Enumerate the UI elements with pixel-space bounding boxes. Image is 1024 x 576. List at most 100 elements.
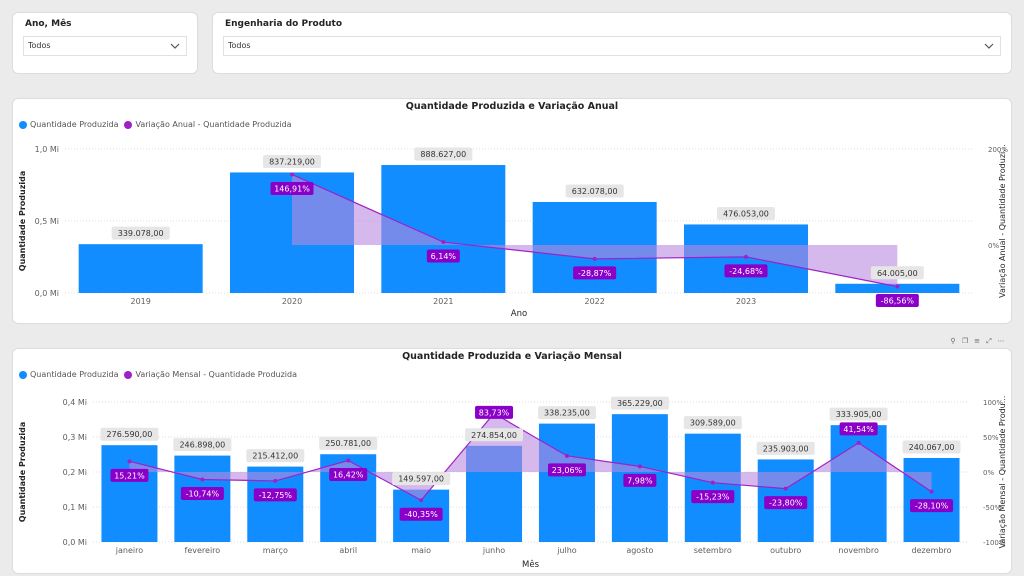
legend-label: Variação Mensal - Quantidade Produzida [135, 370, 297, 379]
line-point-maio[interactable] [419, 498, 424, 503]
slicer-engenharia-dropdown[interactable]: Todos [223, 36, 1001, 56]
line-point-2024[interactable] [895, 284, 900, 289]
bar-data-label-bg [173, 438, 232, 452]
y2-tick-label: 50% [983, 434, 999, 442]
x-tick-label: março [263, 546, 288, 555]
legend-dot-line [124, 370, 133, 379]
bar-julho[interactable] [538, 423, 595, 542]
slicer-engenharia-title: Engenharia do Produto [225, 19, 343, 29]
y2-tick-label: 100% [983, 399, 1003, 407]
bar-data-label-bg [263, 154, 321, 168]
line-data-label-bg [180, 487, 224, 501]
more-options-icon[interactable]: ⋯ [997, 337, 1005, 345]
line-data-label: -10,74% [186, 490, 220, 499]
chevron-down-icon [984, 43, 994, 49]
line-data-label-bg [910, 499, 954, 513]
chevron-down-icon [170, 43, 180, 49]
x-tick-label: abril [339, 546, 357, 555]
line-point-setembro[interactable] [710, 480, 715, 485]
line-point-abril[interactable] [346, 458, 351, 463]
slicer-ano-mes-title: Ano, Mês [25, 19, 72, 29]
bar-data-label: 274.854,00 [471, 431, 517, 440]
line-point-2021[interactable] [441, 240, 446, 245]
y2-axis-title: Variação Mensal - Quantidade Produ... [998, 396, 1007, 549]
line-data-label: -23,80% [769, 499, 803, 508]
legend-label: Quantidade Produzida [30, 120, 119, 129]
y2-tick-label: -50% [983, 504, 1001, 512]
line-data-label: 41,54% [843, 425, 874, 434]
line-point-outubro[interactable] [783, 486, 788, 491]
line-data-label: 7,98% [627, 476, 653, 485]
copy-icon[interactable]: ❐ [961, 337, 969, 345]
bar-setembro[interactable] [684, 433, 741, 542]
y-tick-label: 0,5 Mi [35, 217, 59, 226]
bar-2019[interactable] [78, 244, 203, 293]
bar-data-label: 235.903,00 [763, 444, 809, 453]
y2-tick-label: 0% [983, 469, 994, 477]
line-data-label-bg [573, 266, 617, 280]
bar-data-label: 276.590,00 [107, 430, 153, 439]
line-point-janeiro[interactable] [127, 459, 132, 464]
chart-legend: Quantidade Produzida Variação Mensal - Q… [19, 370, 303, 379]
line-point-2023[interactable] [744, 254, 748, 259]
line-data-label-bg [623, 473, 657, 487]
line-data-label: 23,06% [552, 466, 583, 475]
chart-title: Quantidade Produzida e Variação Anual [405, 101, 619, 112]
bar-data-label: 339.078,00 [118, 229, 164, 238]
x-tick-label: dezembro [912, 546, 952, 555]
line-data-label-bg [110, 468, 149, 482]
variation-area [292, 174, 898, 287]
bar-data-label-bg [392, 472, 451, 486]
line-point-novembro[interactable] [856, 440, 861, 445]
focus-mode-icon[interactable]: ⤢ [986, 337, 992, 345]
bar-data-label: 309.589,00 [690, 419, 736, 428]
x-tick-label: agosto [626, 546, 653, 555]
legend-item-bar[interactable]: Quantidade Produzida [19, 120, 118, 129]
line-point-dezembro[interactable] [929, 489, 934, 494]
line-point-agosto[interactable] [637, 464, 642, 469]
chart-card-anual[interactable]: Quantidade Produzida e Variação Anual Qu… [12, 98, 1012, 324]
line-data-label: 83,73% [479, 408, 510, 417]
legend-label: Variação Anual - Quantidade Produzida [135, 120, 292, 129]
chart-card-mensal[interactable]: ⚲ ❐ ≡ ⤢ ⋯ Quantidade Produzida e Variaçã… [12, 337, 1012, 574]
slicer-ano-mes-value: Todos [28, 41, 51, 50]
slicer-ano-mes-dropdown[interactable]: Todos [23, 36, 187, 56]
line-point-março[interactable] [273, 478, 278, 483]
slicer-engenharia: Engenharia do Produto Todos [212, 12, 1012, 74]
legend-label: Quantidade Produzida [30, 370, 119, 379]
line-point-2020[interactable] [290, 172, 294, 177]
x-tick-label: outubro [770, 546, 801, 555]
bar-data-label-bg [319, 436, 378, 450]
line-data-label-bg [475, 405, 514, 419]
y-tick-label: 0,0 Mi [35, 289, 59, 298]
x-tick-label: novembro [838, 546, 879, 555]
legend-dot-bar [19, 370, 27, 379]
bar-data-label: 365.229,00 [617, 399, 663, 408]
bar-data-label: 476.053,00 [723, 209, 769, 218]
bar-data-label-bg [902, 440, 961, 454]
y2-tick-label: 200% [988, 146, 1008, 154]
bar-data-label-bg [537, 406, 596, 420]
variation-area [129, 413, 932, 501]
filter-icon[interactable]: ≡ [974, 337, 980, 345]
legend-item-bar[interactable]: Quantidade Produzida [19, 370, 118, 379]
x-tick-label: 2020 [282, 297, 302, 306]
legend-item-line[interactable]: Variação Anual - Quantidade Produzida [124, 120, 292, 129]
line-point-julho[interactable] [564, 453, 569, 458]
visual-header-toolbar: ⚲ ❐ ≡ ⤢ ⋯ [949, 337, 1005, 345]
line-data-label-bg [399, 507, 443, 521]
bar-data-label: 250.781,00 [325, 439, 371, 448]
line-point-fevereiro[interactable] [200, 477, 205, 482]
line-point-2022[interactable] [592, 256, 597, 261]
bar-data-label-bg [717, 206, 775, 220]
x-tick-label: julho [556, 546, 577, 555]
variation-line [129, 412, 932, 502]
line-data-label: 6,14% [431, 252, 457, 261]
line-data-label: -24,68% [729, 267, 763, 276]
pin-icon[interactable]: ⚲ [950, 337, 956, 345]
bar-data-label: 149.597,00 [398, 475, 444, 484]
legend-item-line[interactable]: Variação Mensal - Quantidade Produzida [124, 370, 297, 379]
line-data-label-bg [691, 490, 735, 504]
x-tick-label: janeiro [115, 546, 143, 555]
y-axis-title: Quantidade Produzida [18, 422, 27, 522]
